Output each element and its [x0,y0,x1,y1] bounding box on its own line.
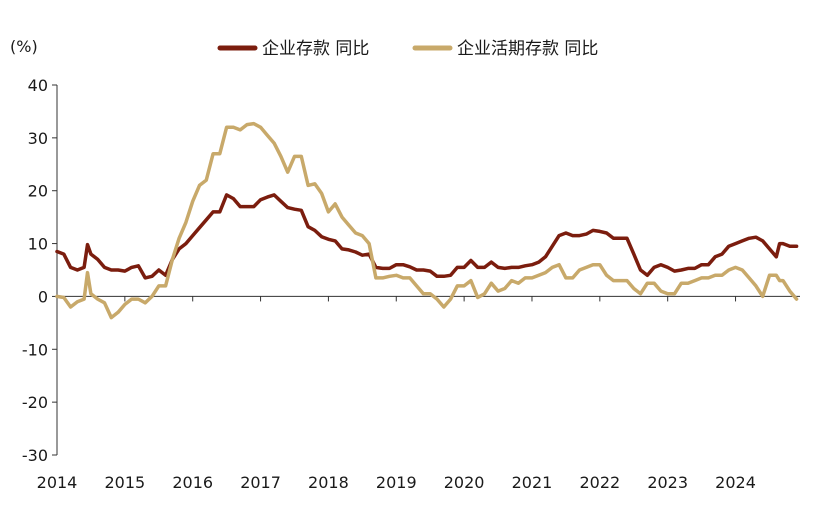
series-lines [55,121,799,320]
x-tick-label: 2018 [308,473,349,492]
y-tick-label: 20 [28,182,48,201]
axes: 40 30 20 10 0 -10 -20 -30 2014 2015 2016 2017 2018 20… [22,76,800,492]
legend-item-2: 企业活期存款 同比 [412,39,598,59]
y-tick-label: -30 [22,446,48,465]
x-tick-label: 2022 [579,473,620,492]
y-tick-label: -10 [22,340,48,359]
y-tick-label: 10 [28,235,48,254]
y-axis-unit-label: (%) [10,37,38,56]
x-tick-label: 2016 [172,473,213,492]
legend-label-2: 企业活期存款 同比 [457,39,598,59]
x-tick-label: 2019 [376,473,417,492]
y-tick-label: -20 [22,393,48,412]
legend: 企业存款 同比 企业活期存款 同比 [217,39,598,59]
y-tick-label: 40 [28,76,48,95]
y-tick-label: 30 [28,129,48,148]
x-tick-label: 2024 [715,473,756,492]
series-line-1 [55,193,799,280]
y-tick-label: 0 [38,287,48,306]
series-line-2 [55,121,799,320]
x-tick-label: 2021 [512,473,553,492]
legend-label-1: 企业存款 同比 [262,39,369,59]
x-tick-label: 2014 [37,473,78,492]
x-tick-label: 2017 [240,473,281,492]
legend-item-1: 企业存款 同比 [217,39,369,59]
x-tick-label: 2020 [444,473,485,492]
x-tick-label: 2015 [104,473,145,492]
x-tick-label: 2023 [647,473,688,492]
